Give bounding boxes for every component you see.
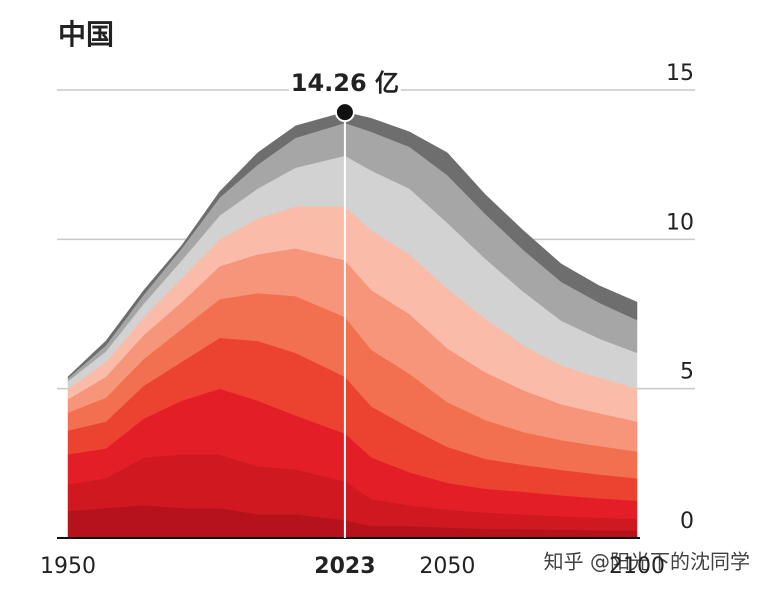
annotation-dot [334, 102, 355, 123]
x-tick-label: 2100 [609, 554, 665, 579]
chart-title: 中国 [58, 18, 114, 51]
watermark: 知乎 @阳光下的沈同学 [544, 550, 750, 574]
y-tick-label: 5 [680, 360, 694, 385]
x-tick-label: 2023 [314, 554, 375, 579]
annotation-bg [288, 68, 401, 99]
annotation-label: 14.26 亿 [291, 69, 399, 97]
area-layer [67, 111, 638, 379]
y-tick-label: 15 [666, 61, 694, 86]
y-tick-label: 0 [680, 509, 694, 534]
x-tick-label: 1950 [40, 554, 96, 579]
y-tick-label: 10 [666, 210, 694, 235]
x-tick-label: 2050 [419, 554, 475, 579]
